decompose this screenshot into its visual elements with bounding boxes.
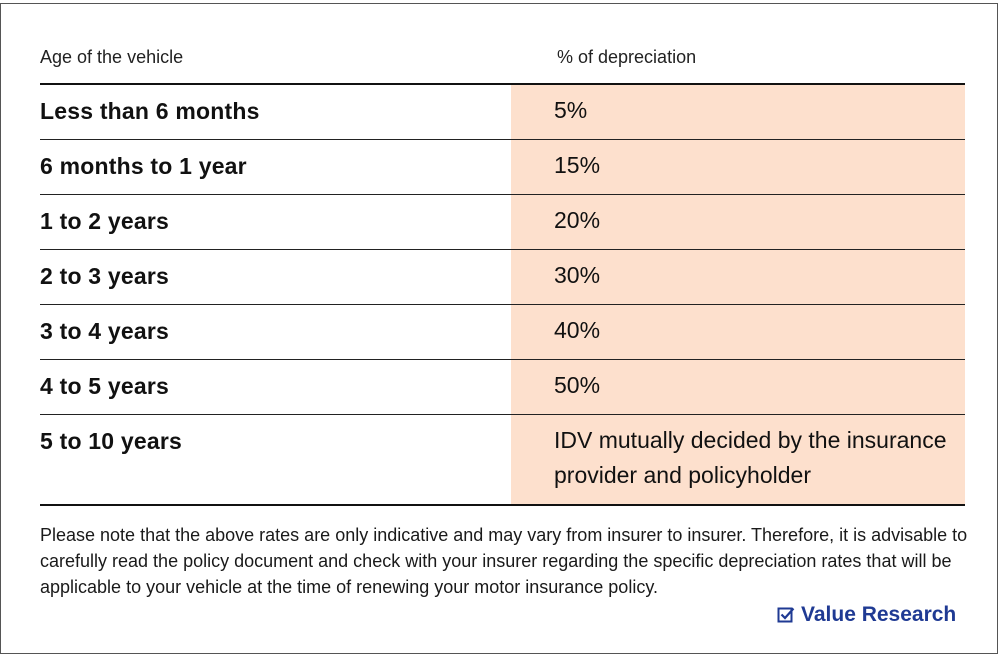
depreciation-cell: 30% xyxy=(511,250,965,304)
table-row: 2 to 3 years 30% xyxy=(40,250,965,305)
depreciation-cell: 40% xyxy=(511,305,965,359)
depreciation-cell: 50% xyxy=(511,360,965,414)
header-age: Age of the vehicle xyxy=(40,47,184,67)
brand-logo: Value Research xyxy=(777,603,956,627)
table-row: 6 months to 1 year 15% xyxy=(40,140,965,195)
card-frame: Age of the vehicle % of depreciation Les… xyxy=(0,3,998,654)
age-cell: 6 months to 1 year xyxy=(40,153,247,179)
table-row: Less than 6 months 5% xyxy=(40,85,965,140)
depreciation-table: Age of the vehicle % of depreciation Les… xyxy=(40,44,965,506)
depreciation-cell: 15% xyxy=(511,140,965,194)
age-cell: 1 to 2 years xyxy=(40,208,169,234)
age-cell: 5 to 10 years xyxy=(40,428,182,454)
table-row: 4 to 5 years 50% xyxy=(40,360,965,415)
table-row: 1 to 2 years 20% xyxy=(40,195,965,250)
depreciation-cell: IDV mutually decided by the insurance pr… xyxy=(511,415,965,504)
age-cell: 2 to 3 years xyxy=(40,263,169,289)
age-cell: Less than 6 months xyxy=(40,98,260,124)
brand-name: Value Research xyxy=(801,603,957,626)
age-cell: 4 to 5 years xyxy=(40,373,169,399)
age-cell: 3 to 4 years xyxy=(40,318,169,344)
checkbox-icon xyxy=(777,606,795,624)
header-depreciation: % of depreciation xyxy=(557,47,697,67)
table-header: Age of the vehicle % of depreciation xyxy=(40,44,965,85)
table-row: 3 to 4 years 40% xyxy=(40,305,965,360)
depreciation-cell: 20% xyxy=(511,195,965,249)
table-row: 5 to 10 years IDV mutually decided by th… xyxy=(40,415,965,506)
depreciation-cell: 5% xyxy=(511,85,965,139)
disclaimer-note: Please note that the above rates are onl… xyxy=(40,525,968,597)
